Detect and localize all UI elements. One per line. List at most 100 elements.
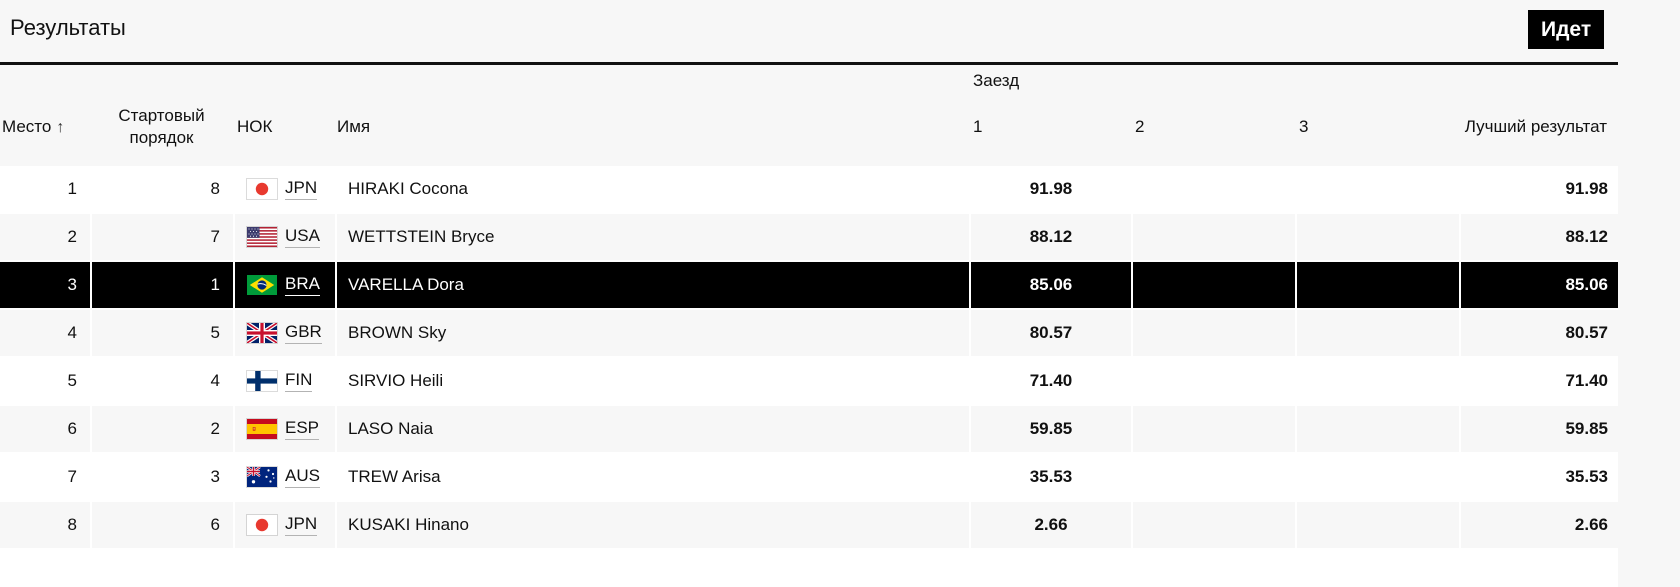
cell-place: 2 [67, 227, 77, 246]
noc-link[interactable]: JPN [285, 514, 318, 536]
cell-athlete-name: BROWN Sky [335, 310, 969, 356]
noc-link[interactable]: USA [285, 226, 320, 248]
cell-noc: JPN [233, 166, 335, 212]
flag-usa [247, 227, 277, 247]
cell-run2-score [1131, 406, 1295, 452]
cell-place: 1 [67, 179, 77, 198]
cell-place: 5 [67, 371, 77, 390]
cell-athlete-name: HIRAKI Cocona [335, 166, 969, 212]
noc-link[interactable]: GBR [285, 322, 322, 344]
flag-jpn [247, 179, 277, 199]
cell-start-order: 1 [90, 262, 233, 308]
cell-run1-score: 2.66 [969, 502, 1131, 548]
column-header-run3: 3 [1299, 117, 1309, 136]
table-row: 5 4 FIN SIRVIO Heili 71.40 71.40 [0, 358, 1618, 404]
table-row: 7 3 AUS TREW Arisa 35.53 35.53 [0, 454, 1618, 500]
column-header-run2: 2 [1135, 117, 1145, 136]
cell-place: 6 [67, 419, 77, 438]
cell-run3-score [1295, 262, 1459, 308]
column-header-run1: 1 [973, 117, 983, 136]
cell-best-score: 85.06 [1459, 262, 1618, 308]
cell-athlete-name: SIRVIO Heili [335, 358, 969, 404]
cell-run1-score: 91.98 [969, 166, 1131, 212]
flag-fin [247, 371, 277, 391]
cell-run3-score [1295, 214, 1459, 260]
cell-run1-score: 88.12 [969, 214, 1131, 260]
title-divider [0, 62, 1618, 65]
noc-link[interactable]: BRA [285, 274, 320, 296]
table-row: 3 1 BRA VARELLA Dora 85.06 85.06 [0, 262, 1618, 308]
cell-run2-score [1131, 262, 1295, 308]
cell-start-order: 2 [90, 406, 233, 452]
flag-gbr [247, 323, 277, 343]
cell-start-order: 6 [90, 502, 233, 548]
cell-start-order: 7 [90, 214, 233, 260]
cell-athlete-name: VARELLA Dora [335, 262, 969, 308]
cell-run3-score [1295, 502, 1459, 548]
cell-place: 4 [67, 323, 77, 342]
cell-run1-score: 85.06 [969, 262, 1131, 308]
column-header-place[interactable]: Место ↑ [0, 117, 90, 137]
column-header-start-order: Стартовый порядок [118, 105, 205, 147]
cell-run1-score: 35.53 [969, 454, 1131, 500]
cell-best-score: 35.53 [1459, 454, 1618, 500]
cell-run1-score: 80.57 [969, 310, 1131, 356]
cell-noc: GBR [233, 310, 335, 356]
table-row: 4 5 GBR BROWN Sky 80.57 80.57 [0, 310, 1618, 356]
page-title: Результаты [10, 15, 126, 40]
cell-run3-score [1295, 454, 1459, 500]
column-headers-row: Место ↑ Стартовый порядок НОК Имя 1 2 3 Л… [0, 91, 1618, 163]
cell-best-score: 88.12 [1459, 214, 1618, 260]
cell-start-order: 5 [90, 310, 233, 356]
cell-run2-score [1131, 502, 1295, 548]
cell-run2-score [1131, 166, 1295, 212]
cell-place: 8 [67, 515, 77, 534]
cell-noc: JPN [233, 502, 335, 548]
cell-noc: ESP [233, 406, 335, 452]
runs-group-header: Заезд [973, 71, 1020, 90]
cell-start-order: 3 [90, 454, 233, 500]
cell-start-order: 8 [90, 166, 233, 212]
cell-run3-score [1295, 310, 1459, 356]
cell-run3-score [1295, 406, 1459, 452]
cell-best-score: 91.98 [1459, 166, 1618, 212]
table-row: 2 7 USA WETTSTEIN Bryce 88.12 88.12 [0, 214, 1618, 260]
cell-athlete-name: LASO Naia [335, 406, 969, 452]
results-table-body: 1 8 JPN HIRAKI Cocona 91.98 91.98 2 7 US… [0, 166, 1618, 587]
table-row: 1 8 JPN HIRAKI Cocona 91.98 91.98 [0, 166, 1618, 212]
cell-noc: AUS [233, 454, 335, 500]
cell-run1-score: 59.85 [969, 406, 1131, 452]
noc-link[interactable]: AUS [285, 466, 320, 488]
column-header-noc: НОК [237, 117, 273, 136]
table-row: 6 2 ESP LASO Naia 59.85 59.85 [0, 406, 1618, 452]
cell-run1-score: 71.40 [969, 358, 1131, 404]
noc-link[interactable]: FIN [285, 370, 313, 392]
cell-run2-score [1131, 214, 1295, 260]
cell-best-score: 2.66 [1459, 502, 1618, 548]
cell-place: 7 [67, 467, 77, 486]
sort-ascending-icon: ↑ [56, 119, 65, 136]
column-header-best-result: Лучший результат [1464, 116, 1607, 136]
cell-start-order: 4 [90, 358, 233, 404]
noc-link[interactable]: ESP [285, 418, 320, 440]
cell-noc: BRA [233, 262, 335, 308]
status-badge: Идет [1528, 10, 1605, 49]
column-header-name: Имя [337, 117, 371, 136]
cell-run3-score [1295, 166, 1459, 212]
cell-run3-score [1295, 358, 1459, 404]
cell-run2-score [1131, 454, 1295, 500]
cell-athlete-name: WETTSTEIN Bryce [335, 214, 969, 260]
flag-aus [247, 467, 277, 487]
flag-esp [247, 419, 277, 439]
cell-place: 3 [67, 275, 77, 294]
cell-run2-score [1131, 310, 1295, 356]
flag-bra [247, 275, 277, 295]
cell-best-score: 71.40 [1459, 358, 1618, 404]
column-header-place-label: Место [2, 117, 52, 136]
cell-noc: FIN [233, 358, 335, 404]
noc-link[interactable]: JPN [285, 178, 318, 200]
flag-jpn [247, 515, 277, 535]
table-header: Заезд Место ↑ Стартовый порядок НОК Имя 1… [0, 65, 1618, 166]
cell-athlete-name: TREW Arisa [335, 454, 969, 500]
